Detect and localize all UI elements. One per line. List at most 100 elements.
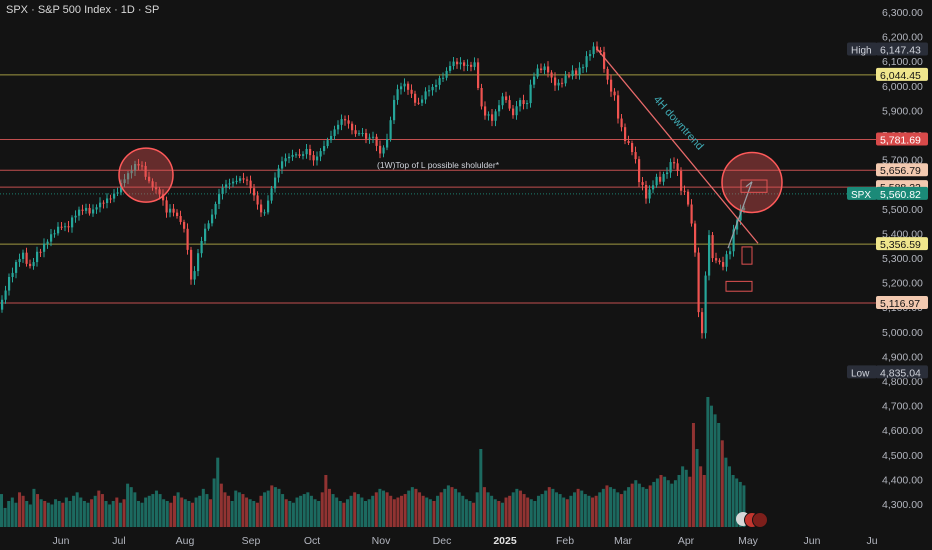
candle-body (512, 108, 515, 116)
candle-body (109, 198, 112, 200)
level-price-label-bg (876, 132, 928, 146)
low-tag: Low (851, 368, 870, 379)
volume-bar (64, 497, 68, 527)
volume-bar (288, 501, 292, 527)
volume-bar (342, 502, 346, 527)
candle-body (260, 204, 263, 213)
volume-bar (309, 495, 313, 527)
interval-label[interactable]: 1D (120, 4, 135, 16)
candle-body (162, 194, 165, 201)
volume-bar (165, 501, 169, 527)
volume-bar (551, 488, 555, 527)
candle-body (701, 312, 704, 334)
highlight-circle[interactable] (118, 147, 174, 203)
candle-body (592, 46, 595, 55)
shoulder-annotation[interactable]: (1W)Top of L possible sholulder* (377, 160, 500, 170)
volume-bar (201, 488, 205, 527)
volume-bar (681, 466, 685, 527)
volume-bar (263, 492, 267, 527)
candle-body (127, 173, 130, 180)
volume-bar (259, 495, 263, 527)
volume-bar (526, 497, 530, 527)
time-tick-label: Jun (53, 535, 70, 547)
volume-bar (486, 492, 490, 527)
candle-body (620, 118, 623, 128)
volume-bar (731, 475, 735, 527)
volume-bar (457, 492, 461, 527)
volume-bar (702, 475, 706, 527)
candle-body (1, 299, 4, 310)
candle-body (417, 102, 420, 104)
candle-body (372, 136, 375, 138)
volume-bar (371, 495, 375, 527)
volume-bar (666, 480, 670, 527)
volume-bar (688, 476, 692, 527)
candle-body (74, 215, 77, 218)
event-marker-icon[interactable] (752, 512, 768, 528)
candle-body (120, 183, 123, 193)
volume-bar (418, 492, 422, 527)
symbol-label: SPX (6, 4, 29, 16)
candle-body (232, 181, 235, 184)
volume-bar (554, 492, 558, 527)
candle-body (498, 105, 501, 112)
volume-bar (735, 478, 739, 527)
volume-bar (183, 499, 187, 527)
volume-bar (363, 501, 367, 527)
candle-body (603, 52, 606, 69)
candle-body (246, 179, 249, 181)
volume-bar (436, 495, 440, 527)
volume-bar (374, 492, 378, 527)
volume-bar (742, 485, 746, 527)
volume-bar (234, 490, 238, 527)
volume-bar (565, 499, 569, 527)
volume-bar (104, 501, 108, 527)
projection-arrow-head[interactable] (745, 181, 753, 188)
volume-bar (641, 487, 645, 527)
volume-bar (421, 495, 425, 527)
target-box[interactable] (741, 246, 753, 265)
candle-body (715, 258, 718, 261)
volume-bar (270, 485, 274, 527)
volume-bar (331, 494, 335, 527)
candle-body (281, 161, 284, 169)
candle-body (680, 170, 683, 191)
volume-bar (273, 487, 277, 527)
volume-bar (3, 507, 7, 527)
volume-bar (504, 497, 508, 527)
candle-body (424, 91, 427, 100)
volume-bar (518, 490, 522, 527)
volume-bar (18, 492, 22, 527)
target-box[interactable] (725, 280, 753, 292)
volume-bar (583, 494, 587, 527)
volume-bar (180, 497, 184, 527)
volume-bar (627, 487, 631, 527)
volume-bar (468, 501, 472, 527)
volume-bar (573, 492, 577, 527)
candle-body (235, 180, 238, 182)
volume-bar (57, 501, 61, 527)
candle-body (284, 158, 287, 162)
downtrend-line[interactable] (596, 48, 759, 244)
volume-bar (154, 490, 158, 527)
candle-body (690, 204, 693, 224)
candle-body (323, 146, 326, 152)
target-box[interactable] (740, 179, 768, 193)
candle-body (256, 195, 259, 205)
volume-bar (245, 497, 249, 527)
volume-bar (684, 469, 688, 527)
candle-body (361, 133, 364, 135)
volume-bar (515, 488, 519, 527)
volume-bar (93, 495, 97, 527)
volume-bar (68, 501, 72, 527)
price-tick-label: 5,300.00 (882, 253, 923, 265)
candle-body (85, 207, 88, 211)
candle-body (22, 252, 25, 259)
last-price-tag: SPX (851, 190, 871, 201)
volume-bar (616, 492, 620, 527)
volume-bar (320, 492, 324, 527)
volume-bar (645, 488, 649, 527)
candle-body (15, 262, 18, 273)
candle-body (172, 208, 175, 213)
